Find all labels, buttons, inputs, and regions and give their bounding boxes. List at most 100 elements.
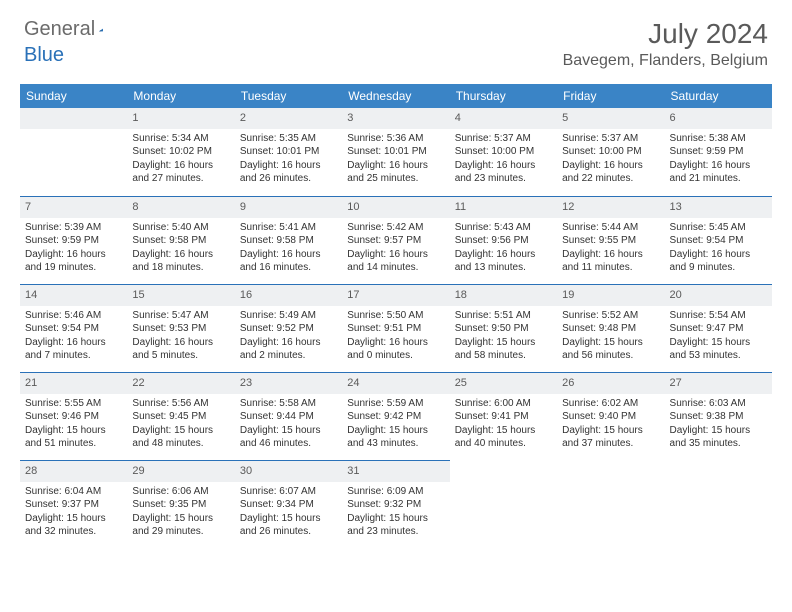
day-body: Sunrise: 6:02 AMSunset: 9:40 PMDaylight:… [557, 394, 664, 455]
month-title: July 2024 [563, 18, 768, 50]
calendar-cell: 13Sunrise: 5:45 AMSunset: 9:54 PMDayligh… [665, 196, 772, 284]
calendar-cell [450, 460, 557, 548]
weekday-header: Saturday [665, 84, 772, 108]
day-number: 22 [127, 372, 234, 394]
day-body: Sunrise: 5:41 AMSunset: 9:58 PMDaylight:… [235, 218, 342, 279]
calendar-cell: 11Sunrise: 5:43 AMSunset: 9:56 PMDayligh… [450, 196, 557, 284]
day-number: 24 [342, 372, 449, 394]
logo-text-general: General [24, 18, 95, 41]
calendar-cell: 8Sunrise: 5:40 AMSunset: 9:58 PMDaylight… [127, 196, 234, 284]
calendar-cell: 6Sunrise: 5:38 AMSunset: 9:59 PMDaylight… [665, 108, 772, 196]
day-number: 9 [235, 196, 342, 218]
day-number: 13 [665, 196, 772, 218]
calendar-cell: 18Sunrise: 5:51 AMSunset: 9:50 PMDayligh… [450, 284, 557, 372]
day-number: 18 [450, 284, 557, 306]
weekday-header: Thursday [450, 84, 557, 108]
day-body: Sunrise: 5:44 AMSunset: 9:55 PMDaylight:… [557, 218, 664, 279]
calendar-cell: 12Sunrise: 5:44 AMSunset: 9:55 PMDayligh… [557, 196, 664, 284]
day-body: Sunrise: 6:00 AMSunset: 9:41 PMDaylight:… [450, 394, 557, 455]
day-number: 17 [342, 284, 449, 306]
day-number: 27 [665, 372, 772, 394]
calendar-cell: 15Sunrise: 5:47 AMSunset: 9:53 PMDayligh… [127, 284, 234, 372]
day-body: Sunrise: 5:34 AMSunset: 10:02 PMDaylight… [127, 129, 234, 190]
day-number: 15 [127, 284, 234, 306]
day-body: Sunrise: 5:36 AMSunset: 10:01 PMDaylight… [342, 129, 449, 190]
day-body: Sunrise: 5:43 AMSunset: 9:56 PMDaylight:… [450, 218, 557, 279]
day-number: 19 [557, 284, 664, 306]
calendar-cell: 23Sunrise: 5:58 AMSunset: 9:44 PMDayligh… [235, 372, 342, 460]
day-number: 11 [450, 196, 557, 218]
day-number: 3 [342, 108, 449, 129]
logo-triangle-icon [99, 21, 103, 39]
day-body: Sunrise: 5:37 AMSunset: 10:00 PMDaylight… [557, 129, 664, 190]
header: General July 2024 Bavegem, Flanders, Bel… [0, 0, 792, 78]
calendar-cell: 28Sunrise: 6:04 AMSunset: 9:37 PMDayligh… [20, 460, 127, 548]
calendar-cell [557, 460, 664, 548]
day-number: 12 [557, 196, 664, 218]
calendar-cell: 26Sunrise: 6:02 AMSunset: 9:40 PMDayligh… [557, 372, 664, 460]
calendar-cell: 10Sunrise: 5:42 AMSunset: 9:57 PMDayligh… [342, 196, 449, 284]
day-body: Sunrise: 5:40 AMSunset: 9:58 PMDaylight:… [127, 218, 234, 279]
day-body: Sunrise: 5:38 AMSunset: 9:59 PMDaylight:… [665, 129, 772, 190]
day-number: 30 [235, 460, 342, 482]
day-body: Sunrise: 6:07 AMSunset: 9:34 PMDaylight:… [235, 482, 342, 543]
day-number: 8 [127, 196, 234, 218]
day-body: Sunrise: 6:06 AMSunset: 9:35 PMDaylight:… [127, 482, 234, 543]
day-body: Sunrise: 5:37 AMSunset: 10:00 PMDaylight… [450, 129, 557, 190]
calendar-cell: 24Sunrise: 5:59 AMSunset: 9:42 PMDayligh… [342, 372, 449, 460]
day-number: 20 [665, 284, 772, 306]
calendar-cell: 31Sunrise: 6:09 AMSunset: 9:32 PMDayligh… [342, 460, 449, 548]
calendar-cell: 25Sunrise: 6:00 AMSunset: 9:41 PMDayligh… [450, 372, 557, 460]
day-body: Sunrise: 5:55 AMSunset: 9:46 PMDaylight:… [20, 394, 127, 455]
calendar-cell: 22Sunrise: 5:56 AMSunset: 9:45 PMDayligh… [127, 372, 234, 460]
day-number: 26 [557, 372, 664, 394]
day-body: Sunrise: 5:52 AMSunset: 9:48 PMDaylight:… [557, 306, 664, 367]
day-number: 28 [20, 460, 127, 482]
day-body: Sunrise: 5:50 AMSunset: 9:51 PMDaylight:… [342, 306, 449, 367]
day-number: 6 [665, 108, 772, 129]
calendar-cell: 3Sunrise: 5:36 AMSunset: 10:01 PMDayligh… [342, 108, 449, 196]
logo: General [24, 18, 123, 41]
calendar-cell: 1Sunrise: 5:34 AMSunset: 10:02 PMDayligh… [127, 108, 234, 196]
day-number: 7 [20, 196, 127, 218]
day-body: Sunrise: 5:51 AMSunset: 9:50 PMDaylight:… [450, 306, 557, 367]
day-number: 16 [235, 284, 342, 306]
logo-text-blue: Blue [24, 44, 64, 66]
day-number: 10 [342, 196, 449, 218]
calendar-cell [20, 108, 127, 196]
calendar-cell: 4Sunrise: 5:37 AMSunset: 10:00 PMDayligh… [450, 108, 557, 196]
location: Bavegem, Flanders, Belgium [563, 52, 768, 70]
day-number: 29 [127, 460, 234, 482]
day-body: Sunrise: 5:47 AMSunset: 9:53 PMDaylight:… [127, 306, 234, 367]
calendar-head: SundayMondayTuesdayWednesdayThursdayFrid… [20, 84, 772, 108]
day-body: Sunrise: 6:04 AMSunset: 9:37 PMDaylight:… [20, 482, 127, 543]
day-number: 31 [342, 460, 449, 482]
day-body: Sunrise: 5:35 AMSunset: 10:01 PMDaylight… [235, 129, 342, 190]
day-body: Sunrise: 6:09 AMSunset: 9:32 PMDaylight:… [342, 482, 449, 543]
day-body: Sunrise: 5:49 AMSunset: 9:52 PMDaylight:… [235, 306, 342, 367]
day-number: 2 [235, 108, 342, 129]
day-number: 23 [235, 372, 342, 394]
weekday-header: Friday [557, 84, 664, 108]
day-number: 14 [20, 284, 127, 306]
calendar-cell: 21Sunrise: 5:55 AMSunset: 9:46 PMDayligh… [20, 372, 127, 460]
weekday-header: Wednesday [342, 84, 449, 108]
calendar-cell [665, 460, 772, 548]
calendar-cell: 9Sunrise: 5:41 AMSunset: 9:58 PMDaylight… [235, 196, 342, 284]
calendar-cell: 27Sunrise: 6:03 AMSunset: 9:38 PMDayligh… [665, 372, 772, 460]
calendar-cell: 30Sunrise: 6:07 AMSunset: 9:34 PMDayligh… [235, 460, 342, 548]
calendar-cell: 5Sunrise: 5:37 AMSunset: 10:00 PMDayligh… [557, 108, 664, 196]
day-number: 25 [450, 372, 557, 394]
day-body: Sunrise: 5:39 AMSunset: 9:59 PMDaylight:… [20, 218, 127, 279]
calendar-cell: 19Sunrise: 5:52 AMSunset: 9:48 PMDayligh… [557, 284, 664, 372]
day-number: 5 [557, 108, 664, 129]
day-number: 21 [20, 372, 127, 394]
calendar-cell: 17Sunrise: 5:50 AMSunset: 9:51 PMDayligh… [342, 284, 449, 372]
title-block: July 2024 Bavegem, Flanders, Belgium [563, 18, 768, 70]
day-body: Sunrise: 6:03 AMSunset: 9:38 PMDaylight:… [665, 394, 772, 455]
calendar-table: SundayMondayTuesdayWednesdayThursdayFrid… [20, 84, 772, 548]
day-body: Sunrise: 5:46 AMSunset: 9:54 PMDaylight:… [20, 306, 127, 367]
calendar-body: 1Sunrise: 5:34 AMSunset: 10:02 PMDayligh… [20, 108, 772, 548]
day-body: Sunrise: 5:58 AMSunset: 9:44 PMDaylight:… [235, 394, 342, 455]
calendar-cell: 14Sunrise: 5:46 AMSunset: 9:54 PMDayligh… [20, 284, 127, 372]
